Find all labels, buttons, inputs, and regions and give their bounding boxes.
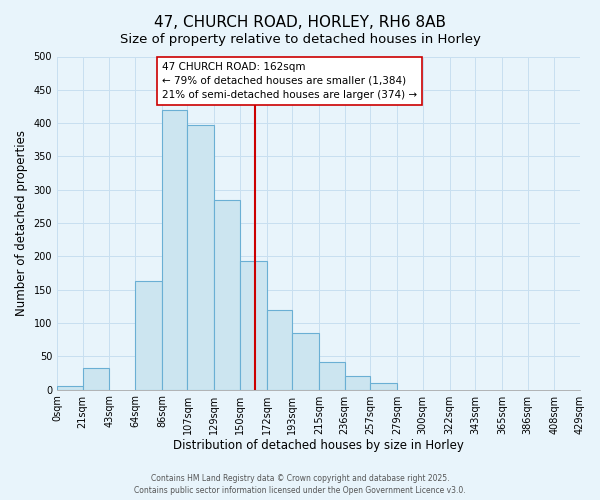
Bar bbox=[57, 386, 83, 390]
Bar bbox=[187, 125, 214, 390]
Bar bbox=[370, 383, 397, 390]
Y-axis label: Number of detached properties: Number of detached properties bbox=[15, 130, 28, 316]
Bar bbox=[214, 200, 240, 390]
Bar bbox=[345, 376, 370, 390]
Bar bbox=[319, 362, 345, 390]
Bar bbox=[83, 368, 109, 390]
Bar bbox=[135, 281, 162, 390]
Bar bbox=[162, 110, 187, 390]
Text: Size of property relative to detached houses in Horley: Size of property relative to detached ho… bbox=[119, 32, 481, 46]
Text: 47, CHURCH ROAD, HORLEY, RH6 8AB: 47, CHURCH ROAD, HORLEY, RH6 8AB bbox=[154, 15, 446, 30]
Text: Contains HM Land Registry data © Crown copyright and database right 2025.
Contai: Contains HM Land Registry data © Crown c… bbox=[134, 474, 466, 495]
Bar bbox=[292, 333, 319, 390]
Bar bbox=[240, 261, 267, 390]
Bar bbox=[267, 310, 292, 390]
Text: 47 CHURCH ROAD: 162sqm
← 79% of detached houses are smaller (1,384)
21% of semi-: 47 CHURCH ROAD: 162sqm ← 79% of detached… bbox=[162, 62, 417, 100]
X-axis label: Distribution of detached houses by size in Horley: Distribution of detached houses by size … bbox=[173, 440, 464, 452]
